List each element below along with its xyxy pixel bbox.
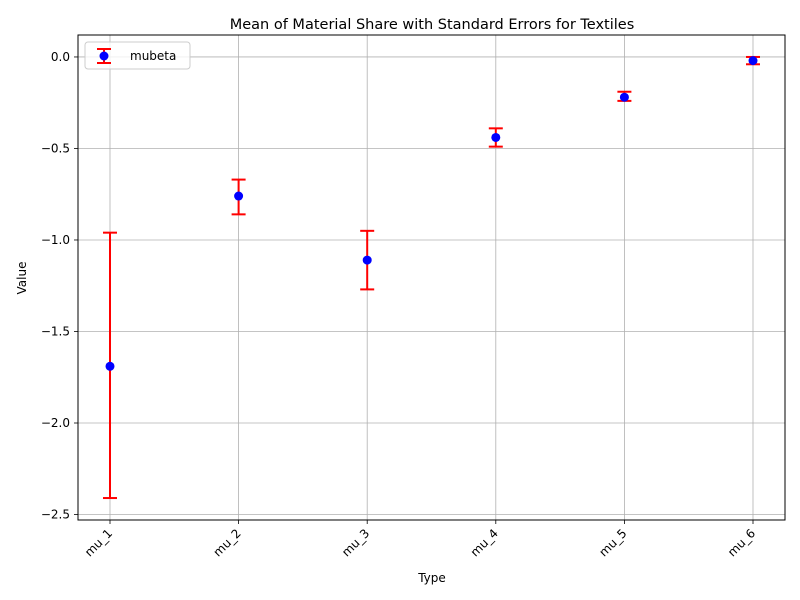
y-tick-label: −2.5 (41, 508, 70, 522)
data-point (362, 255, 372, 265)
legend: mubeta (84, 41, 191, 70)
legend-box (84, 41, 191, 70)
legend-errorbar-symbol (97, 48, 111, 64)
data-points (105, 56, 758, 371)
legend-label: mubeta (130, 49, 176, 63)
data-point (619, 92, 629, 102)
data-point (491, 132, 501, 142)
plot-area-frame (77, 34, 786, 521)
data-point (105, 361, 115, 371)
data-point (234, 191, 244, 201)
y-tick-label: −0.5 (41, 141, 70, 155)
y-tick-label: −1.0 (41, 233, 70, 247)
legend-marker (99, 51, 109, 61)
y-tick-label: −1.5 (41, 324, 70, 338)
y-axis-title: Value (15, 262, 29, 295)
y-tick-label: 0.0 (51, 50, 70, 64)
y-axis-ticks: 0.0 −0.5 −1.0 −1.5 −2.0 −2.5 (41, 50, 78, 522)
data-point (748, 56, 758, 66)
grid (78, 35, 785, 520)
x-axis-title: Type (417, 571, 446, 585)
chart-title: Mean of Material Share with Standard Err… (230, 17, 635, 33)
y-tick-label: −2.0 (41, 416, 70, 430)
